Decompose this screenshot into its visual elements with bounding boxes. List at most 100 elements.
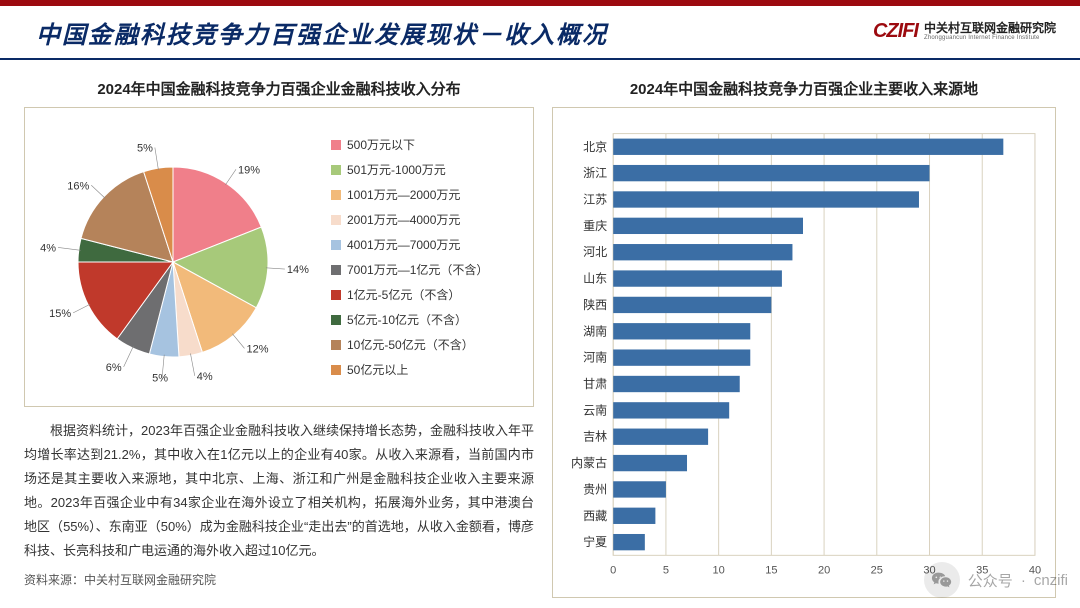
bar (613, 455, 687, 471)
watermark-label1: 公众号 (968, 570, 1013, 591)
right-column: 2024年中国金融科技竞争力百强企业主要收入来源地 05101520253035… (552, 72, 1056, 598)
pie-slice-label: 4% (40, 242, 56, 254)
bar (613, 508, 655, 524)
legend-label: 501万元-1000万元 (347, 161, 446, 178)
legend-label: 1亿元-5亿元（不含） (347, 286, 460, 303)
watermark-label2: cnzifi (1034, 572, 1068, 589)
bar-category-label: 北京 (583, 140, 607, 154)
bar-xtick: 15 (765, 564, 777, 576)
bar-category-label: 山东 (583, 272, 607, 286)
bar-xtick: 25 (871, 564, 883, 576)
bar (613, 139, 1003, 155)
content-area: 2024年中国金融科技竞争力百强企业金融科技收入分布 19% 14% 12% 4% 5%… (24, 72, 1056, 598)
legend-label: 50亿元以上 (347, 361, 408, 378)
bar (613, 534, 645, 550)
legend-swatch (331, 265, 341, 275)
bar-category-label: 河南 (583, 350, 607, 365)
legend-item: 7001万元—1亿元（不含） (331, 261, 525, 278)
bar (613, 323, 750, 339)
logo-cn: 中关村互联网金融研究院 (924, 22, 1056, 35)
pie-slice-label: 5% (137, 143, 153, 155)
legend-item: 5亿元-10亿元（不含） (331, 311, 525, 328)
slide: 中国金融科技竞争力百强企业发展现状－收入概况 CZIFI 中关村互联网金融研究院… (0, 0, 1080, 608)
legend-item: 10亿元-50亿元（不含） (331, 336, 525, 353)
legend-swatch (331, 315, 341, 325)
bar (613, 218, 803, 234)
legend-label: 10亿元-50亿元（不含） (347, 336, 474, 353)
legend-item: 501万元-1000万元 (331, 161, 525, 178)
pie-slice-label: 14% (287, 264, 309, 276)
bar-xtick: 0 (610, 564, 616, 576)
left-column: 2024年中国金融科技竞争力百强企业金融科技收入分布 19% 14% 12% 4% 5%… (24, 72, 534, 598)
pie-slice-label: 12% (246, 343, 268, 355)
legend-swatch (331, 190, 341, 200)
title-bar: 中国金融科技竞争力百强企业发展现状－收入概况 CZIFI 中关村互联网金融研究院… (0, 0, 1080, 60)
bar-category-label: 河北 (583, 245, 607, 259)
bar-category-label: 云南 (583, 402, 607, 417)
bar-category-label: 贵州 (583, 482, 607, 496)
legend-swatch (331, 340, 341, 350)
legend-item: 2001万元—4000万元 (331, 211, 525, 228)
body-paragraph: 根据资料统计，2023年百强企业金融科技收入继续保持增长态势，金融科技收入年平均… (24, 419, 534, 563)
watermark: 公众号 · cnzifi (924, 562, 1068, 598)
legend-label: 2001万元—4000万元 (347, 211, 460, 228)
bar-category-label: 西藏 (583, 509, 607, 523)
logo-mark: CZIFI (873, 20, 918, 43)
bar-category-label: 湖南 (583, 323, 607, 338)
bar-category-label: 甘肃 (583, 377, 607, 391)
legend-item: 4001万元—7000万元 (331, 236, 525, 253)
bar (613, 349, 750, 365)
page-title: 中国金融科技竞争力百强企业发展现状－收入概况 (36, 15, 608, 50)
bar (613, 165, 929, 181)
bar (613, 191, 919, 207)
bar-chart-title: 2024年中国金融科技竞争力百强企业主要收入来源地 (552, 78, 1056, 99)
bar-category-label: 重庆 (583, 219, 607, 233)
legend-item: 1亿元-5亿元（不含） (331, 286, 525, 303)
pie-chart-box: 19% 14% 12% 4% 5% 6% 15% 4% 16% 5% 500万元以下 501万元-1… (24, 107, 534, 407)
bar (613, 297, 771, 313)
bar-category-label: 江苏 (583, 193, 607, 207)
legend-swatch (331, 290, 341, 300)
bar-xtick: 20 (818, 564, 830, 576)
pie-slice-label: 4% (197, 371, 213, 383)
bar (613, 376, 740, 392)
bar-category-label: 宁夏 (583, 534, 607, 549)
logo-en: Zhongguancun Internet Finance Institute (924, 35, 1056, 42)
legend-label: 7001万元—1亿元（不含） (347, 261, 488, 278)
legend-label: 500万元以下 (347, 136, 415, 153)
pie-chart-title: 2024年中国金融科技竞争力百强企业金融科技收入分布 (24, 78, 534, 99)
bar-category-label: 内蒙古 (571, 455, 607, 470)
wechat-icon (924, 562, 960, 598)
legend-label: 1001万元—2000万元 (347, 186, 460, 203)
bar (613, 481, 666, 497)
pie-slice-label: 16% (67, 180, 89, 192)
bar (613, 270, 782, 286)
bar-category-label: 陕西 (583, 297, 607, 312)
bar (613, 402, 729, 418)
legend-swatch (331, 215, 341, 225)
legend-item: 50亿元以上 (331, 361, 525, 378)
bar (613, 244, 792, 260)
legend-item: 500万元以下 (331, 136, 525, 153)
pie-slice-label: 6% (106, 362, 122, 374)
pie-chart: 19% 14% 12% 4% 5% 6% 15% 4% 16% 5% (33, 117, 323, 397)
legend-label: 5亿元-10亿元（不含） (347, 311, 467, 328)
legend-swatch (331, 140, 341, 150)
pie-slice-label: 5% (152, 372, 168, 384)
legend-label: 4001万元—7000万元 (347, 236, 460, 253)
source-line: 资料来源：中关村互联网金融研究院 (24, 571, 534, 588)
legend-item: 1001万元—2000万元 (331, 186, 525, 203)
legend-swatch (331, 365, 341, 375)
bar-category-label: 吉林 (583, 430, 607, 444)
pie-slice-label: 15% (49, 308, 71, 320)
bar-category-label: 浙江 (583, 166, 607, 180)
bar-xtick: 10 (713, 564, 725, 576)
legend-swatch (331, 165, 341, 175)
bar (613, 429, 708, 445)
bar-chart: 0510152025303540北京浙江江苏重庆河北山东陕西湖南河南甘肃云南吉林… (563, 116, 1045, 591)
brand-logo: CZIFI 中关村互联网金融研究院 Zhongguancun Internet … (873, 20, 1056, 43)
bar-chart-box: 0510152025303540北京浙江江苏重庆河北山东陕西湖南河南甘肃云南吉林… (552, 107, 1056, 598)
pie-slice-label: 19% (238, 164, 260, 176)
bar-xtick: 5 (663, 564, 669, 576)
watermark-dot: · (1021, 572, 1026, 589)
